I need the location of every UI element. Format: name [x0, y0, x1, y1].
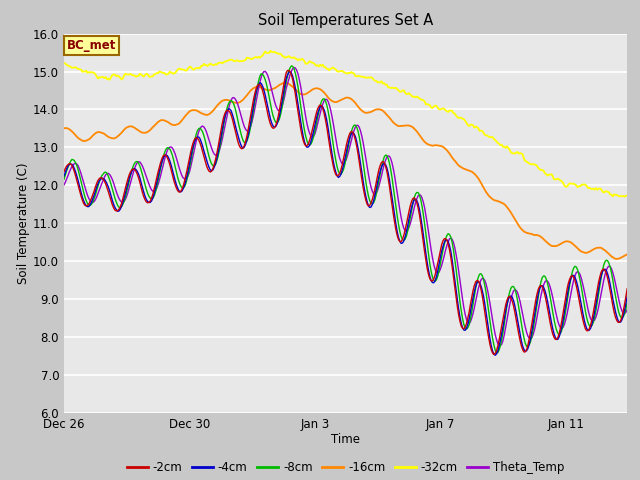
Title: Soil Temperatures Set A: Soil Temperatures Set A: [258, 13, 433, 28]
Legend: -2cm, -4cm, -8cm, -16cm, -32cm, Theta_Temp: -2cm, -4cm, -8cm, -16cm, -32cm, Theta_Te…: [122, 456, 570, 479]
X-axis label: Time: Time: [331, 433, 360, 446]
Text: BC_met: BC_met: [67, 39, 116, 52]
Y-axis label: Soil Temperature (C): Soil Temperature (C): [17, 162, 30, 284]
